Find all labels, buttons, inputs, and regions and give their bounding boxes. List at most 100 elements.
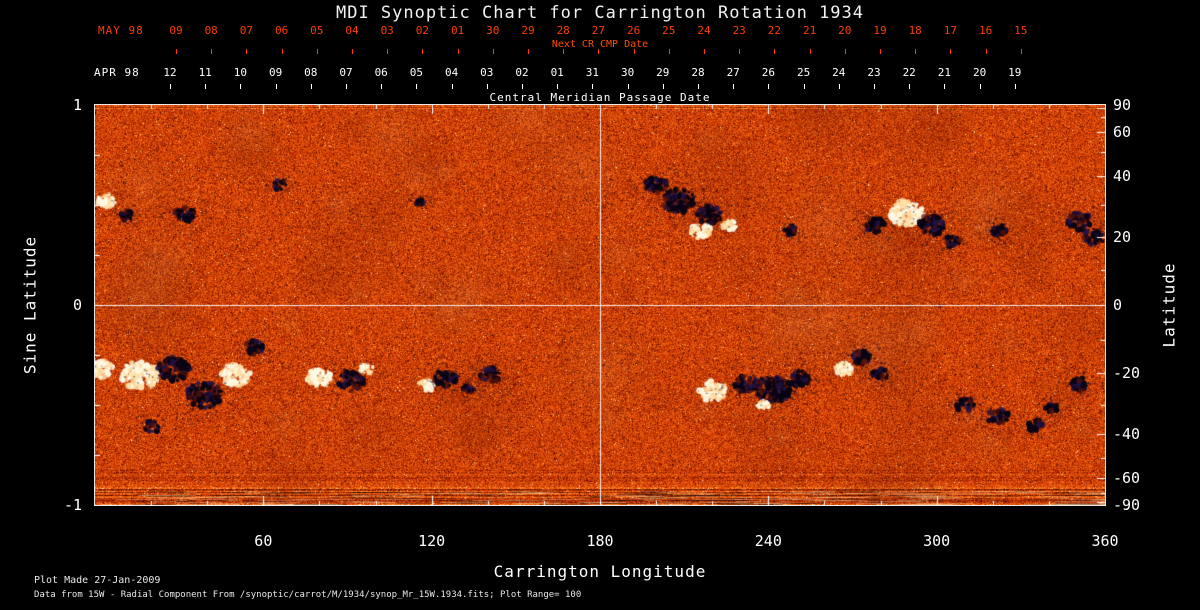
next-cr-day-label: 19	[873, 24, 887, 37]
bottom-axis-title: Carrington Longitude	[493, 562, 707, 581]
next-cr-month-label: MAY 98	[98, 24, 144, 37]
next-cr-tick	[985, 49, 987, 54]
next-cr-day-label: 09	[169, 24, 183, 37]
cmp-month-label: APR 98	[94, 66, 140, 79]
next-cr-day-label: 30	[486, 24, 500, 37]
left-axis-tick-label: 1	[72, 96, 82, 114]
bottom-axis-tick-label: 240	[754, 532, 782, 550]
cmp-tick	[874, 84, 875, 89]
right-axis-tick-label: -90	[1113, 496, 1141, 514]
next-cr-day-label: 28	[556, 24, 570, 37]
cmp-day-label: 23	[867, 66, 881, 79]
cmp-tick	[768, 84, 770, 89]
cmp-day-label: 20	[972, 66, 987, 79]
right-axis-tick-label: 20	[1113, 227, 1132, 246]
cmp-day-label: 27	[726, 66, 740, 79]
next-cr-day-label: 20	[838, 24, 852, 37]
cmp-day-label: 28	[691, 66, 705, 79]
cmp-day-label: 08	[304, 66, 318, 79]
next-cr-day-label: 25	[662, 24, 676, 37]
cmp-tick	[944, 84, 946, 89]
cmp-day-label: 24	[832, 66, 846, 79]
page-title: MDI Synoptic Chart for Carrington Rotati…	[335, 3, 865, 23]
cmp-day-label: 12	[163, 66, 177, 79]
cmp-tick	[662, 84, 664, 89]
next-cr-tick	[809, 49, 811, 54]
next-cr-day-label: 01	[450, 24, 465, 37]
right-axis-tick-label: -40	[1113, 424, 1141, 443]
cmp-day-label: 05	[409, 66, 424, 79]
magnetogram-canvas	[94, 104, 1106, 506]
next-cr-tick	[1020, 49, 1022, 54]
next-cr-day-label: 24	[697, 24, 711, 37]
left-axis-tick-label: -1	[63, 496, 82, 514]
cmp-tick	[733, 84, 735, 89]
cmp-tick	[275, 84, 277, 89]
next-cr-tick	[633, 49, 635, 54]
cmp-day-label: 10	[233, 66, 248, 79]
right-axis-tick-label: -20	[1113, 364, 1141, 383]
next-cr-day-label: 05	[310, 24, 324, 37]
right-axis-tick-label: 60	[1113, 122, 1132, 141]
next-cr-day-label: 07	[239, 24, 254, 37]
next-cr-tick	[316, 49, 318, 54]
next-cr-day-label: 18	[908, 24, 922, 37]
right-axis-tick-label: 40	[1113, 167, 1132, 186]
next-cr-day-label: 04	[345, 24, 359, 37]
cmp-day-label: 11	[198, 66, 212, 79]
next-cr-day-label: 02	[415, 24, 430, 37]
cmp-tick	[627, 84, 629, 89]
next-cr-day-label: 22	[767, 24, 782, 37]
next-cr-day-label: 17	[943, 24, 958, 37]
cmp-day-label: 29	[656, 66, 670, 79]
bottom-axis-tick-label: 300	[923, 532, 951, 550]
next-cr-day-label: 23	[732, 24, 746, 37]
next-cr-day-label: 03	[380, 24, 394, 37]
next-cr-day-label: 27	[591, 24, 606, 37]
next-cr-day-label: 16	[978, 24, 993, 37]
right-axis-tick-label: -60	[1113, 469, 1141, 488]
cmp-day-label: 25	[796, 66, 811, 79]
next-cr-day-label: 29	[521, 24, 535, 37]
cmp-tick	[310, 84, 312, 89]
cmp-tick	[838, 84, 840, 89]
next-cr-tick	[739, 49, 741, 54]
cmp-day-label: 21	[937, 66, 952, 79]
left-axis-tick-label: 0	[72, 296, 82, 314]
cmp-tick	[381, 84, 383, 89]
cmp-day-label: 22	[902, 66, 916, 79]
next-cr-tick	[704, 49, 705, 54]
cmp-tick	[522, 84, 523, 89]
cmp-tick	[803, 84, 805, 89]
next-cr-axis-caption: Next CR CMP Date	[551, 39, 649, 50]
next-cr-tick	[492, 49, 494, 54]
plot-made-note: Plot Made 27-Jan-2009	[34, 575, 161, 586]
cmp-day-label: 01	[550, 66, 564, 79]
cmp-day-label: 06	[374, 66, 388, 79]
cmp-tick	[240, 84, 242, 89]
right-axis-tick-label: 90	[1113, 96, 1132, 114]
cmp-tick	[909, 84, 911, 89]
left-axis-title: Sine Latitude	[20, 235, 40, 375]
cmp-day-label: 09	[268, 66, 283, 79]
next-cr-day-label: 21	[802, 24, 817, 37]
next-cr-tick	[246, 49, 248, 54]
next-cr-tick	[281, 49, 283, 54]
cmp-day-label: 19	[1008, 66, 1022, 79]
next-cr-tick	[844, 49, 846, 54]
next-cr-tick	[668, 49, 670, 54]
cmp-tick	[205, 84, 207, 89]
bottom-axis-tick-label: 120	[418, 532, 446, 550]
cmp-tick	[486, 84, 488, 89]
next-cr-tick	[915, 49, 917, 54]
next-cr-tick	[598, 49, 600, 54]
next-cr-day-label: 26	[626, 24, 641, 37]
cmp-tick	[170, 84, 171, 89]
next-cr-day-label: 15	[1014, 24, 1028, 37]
cmp-tick	[698, 84, 699, 89]
cmp-day-label: 07	[339, 66, 353, 79]
next-cr-tick	[774, 49, 776, 54]
next-cr-tick	[352, 49, 353, 54]
next-cr-tick	[211, 49, 213, 54]
